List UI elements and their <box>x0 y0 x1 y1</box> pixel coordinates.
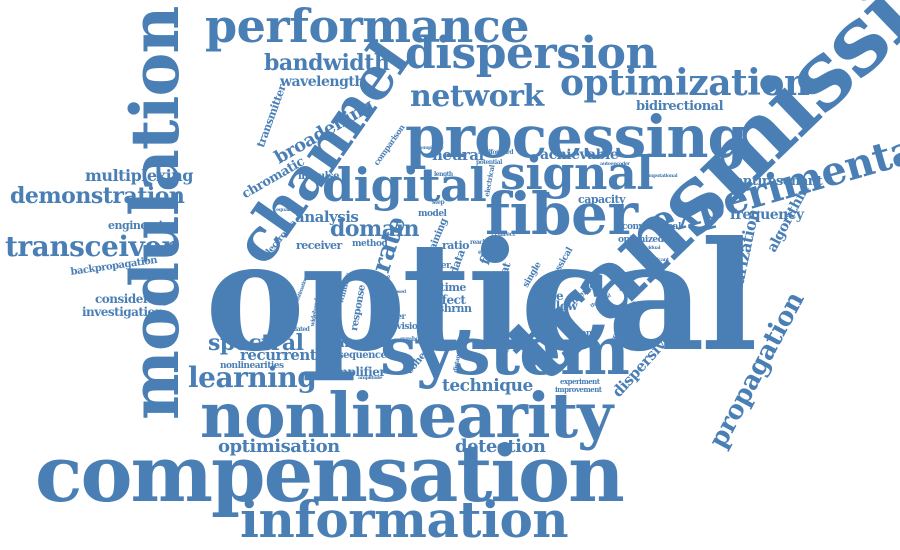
word-noise: noise <box>530 289 564 303</box>
word-spectral: spectral <box>208 330 304 356</box>
word-reach: reach <box>470 239 487 246</box>
word-bidirectional: bidirectional <box>636 99 724 114</box>
word-technique: technique <box>442 376 533 396</box>
word-filter: filter <box>428 261 451 271</box>
word-nonlinearities: nonlinearities <box>220 361 284 371</box>
word-step: step <box>432 199 445 206</box>
word-division: division <box>388 322 424 332</box>
word-signal: signal <box>500 146 654 200</box>
word-direct: direct <box>498 231 515 238</box>
word-scheme: scheme <box>565 329 601 339</box>
word-information: information <box>240 490 569 549</box>
word-modulated: modulated <box>278 326 310 333</box>
word-compensation: compensation <box>35 429 625 520</box>
word-complexity: complexity <box>418 145 444 151</box>
word-sequence: sequence <box>338 350 387 361</box>
word-optimisation: optimisation <box>218 436 340 457</box>
word-method: method <box>352 239 388 249</box>
word-network: network <box>410 79 544 114</box>
word-effect: effect <box>430 293 466 307</box>
word-error: error <box>478 249 493 256</box>
word-bandwidth: bandwidth <box>264 50 390 76</box>
word-transmitter: transmitter <box>254 83 289 150</box>
word-performance: performance <box>205 0 530 53</box>
word-analysis: analysis <box>295 208 359 226</box>
word-modulation: modulation <box>116 6 194 420</box>
word-individual: individual <box>637 245 661 251</box>
word-recurrent: recurrent <box>240 346 317 364</box>
word-equalization: equalization <box>276 207 305 213</box>
word-length: length <box>434 171 453 178</box>
word-neural: neural <box>432 146 484 164</box>
word-engineering: engineering <box>108 219 178 232</box>
word-nonlinearity: nonlinearity <box>200 379 613 452</box>
word-improvement: improvement <box>555 385 602 394</box>
word-antiresonant: antiresonant <box>735 174 823 189</box>
word-experiment: experiment <box>560 377 600 386</box>
word-dispersion: dispersion <box>405 28 658 79</box>
word-wavelength: wavelength <box>280 74 365 90</box>
word-optical: optical <box>205 209 758 385</box>
word-ratio: ratio <box>442 239 470 252</box>
word-achievable: achievable <box>540 147 619 163</box>
word-receiver: receiver <box>296 239 342 252</box>
word-paper: paper <box>382 311 406 321</box>
word-transceiver: transceiver <box>5 230 176 263</box>
word-digital: digital <box>322 158 487 212</box>
word-proposed: proposed <box>384 289 406 295</box>
word-concept: concept <box>540 311 559 317</box>
word-optimization: optimization <box>560 62 810 104</box>
word-encoder: encoder <box>530 361 550 367</box>
word-conventional: conventional <box>622 222 681 232</box>
word-investigation: investigation <box>82 305 164 319</box>
word-considering: considering <box>95 292 169 306</box>
word-autoencoder: autoencoder <box>600 161 630 167</box>
word-detection: detection <box>455 436 546 457</box>
word-optimized: optimized <box>618 235 664 245</box>
word-impulse: impulse <box>298 171 339 182</box>
word-time: time <box>440 281 466 294</box>
word-intensity: intensity <box>336 336 391 350</box>
word-processing: processing <box>405 103 748 171</box>
word-multiplexing: multiplexing <box>85 166 194 185</box>
word-frequency: frequency <box>730 207 804 223</box>
word-capacity: capacity <box>578 193 626 206</box>
word-system: system <box>380 312 630 390</box>
word-symbol: symbol <box>400 336 421 343</box>
word-model: model <box>418 209 447 219</box>
word-feedforward: feedforward <box>478 149 514 156</box>
word-amplitude: amplitude <box>358 375 382 381</box>
word-fiber: fiber <box>485 180 638 248</box>
word-demonstration: demonstration <box>10 183 185 209</box>
word-potential: potential <box>476 159 502 166</box>
word-shrnn: shrnn <box>438 302 472 315</box>
word-hollow: hollow <box>536 299 578 313</box>
word-computational: computational <box>643 173 678 179</box>
word-learning: learning <box>188 361 317 394</box>
word-domain: domain <box>330 216 419 242</box>
word-amplifier: amplifier <box>328 365 386 379</box>
word-significant: significant <box>644 257 669 263</box>
